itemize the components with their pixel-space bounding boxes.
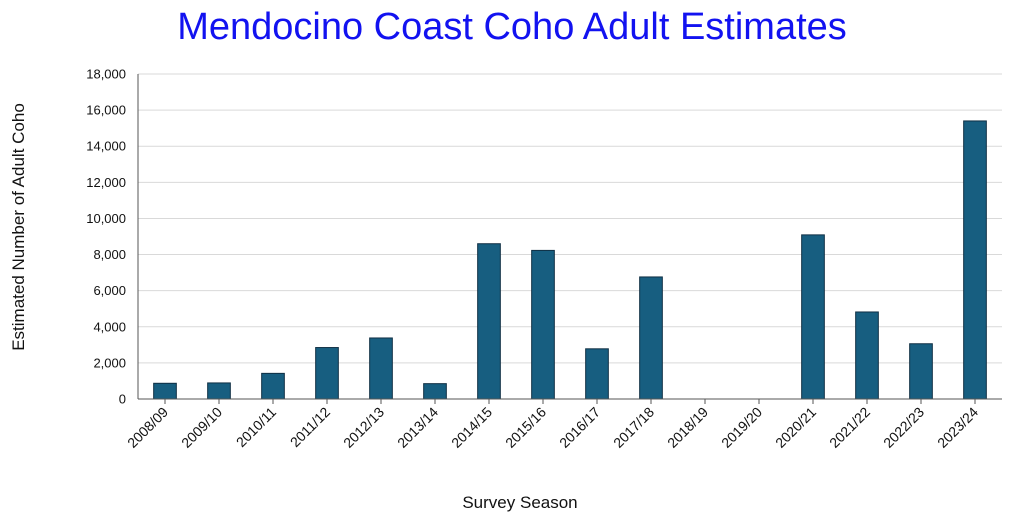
y-tick-label: 12,000 (86, 175, 126, 190)
y-tick-label: 18,000 (86, 67, 126, 82)
y-tick-label: 14,000 (86, 139, 126, 154)
y-axis-title: Estimated Number of Adult Coho (9, 103, 28, 351)
bar-2016-17 (585, 348, 609, 400)
x-tick-label: 2020/21 (772, 404, 819, 451)
bars (153, 120, 987, 400)
x-axis-title: Survey Season (462, 493, 577, 512)
bar-2008-09 (153, 382, 177, 400)
bar-2022-23 (909, 343, 933, 400)
y-tick-label: 2,000 (93, 355, 126, 370)
bar-2023-24 (963, 120, 987, 400)
bar-2013-14 (423, 383, 447, 400)
x-tick-label: 2013/14 (394, 404, 441, 451)
x-tick-label: 2019/20 (718, 404, 765, 451)
x-tick-label: 2014/15 (448, 404, 495, 451)
gridlines (138, 73, 1002, 364)
x-tick-label: 2018/19 (664, 404, 711, 451)
bar-2014-15 (477, 243, 501, 400)
x-tick-label: 2022/23 (880, 404, 927, 451)
bar-2020-21 (801, 234, 825, 400)
x-tick-label: 2011/12 (287, 404, 334, 451)
bar-2015-16 (531, 249, 555, 400)
y-tick-label: 16,000 (86, 103, 126, 118)
x-tick-label: 2012/13 (340, 404, 387, 451)
bar-2017-18 (639, 276, 663, 400)
y-tick-label: 6,000 (93, 283, 126, 298)
y-tick-label: 8,000 (93, 247, 126, 262)
bar-2012-13 (369, 337, 393, 400)
bar-2010-11 (261, 372, 285, 400)
bar-2011-12 (315, 347, 339, 400)
bar-2021-22 (855, 311, 879, 400)
x-tick-label: 2016/17 (556, 404, 603, 451)
y-tick-label: 10,000 (86, 211, 126, 226)
bar-2009-10 (207, 382, 231, 400)
x-tick-label: 2017/18 (610, 404, 657, 451)
x-axis-ticks: 2008/09 2009/10 2010/11 2011/12 2012/13 2013/… (124, 399, 981, 451)
x-tick-label: 2010/11 (233, 404, 280, 451)
x-tick-label: 2021/22 (826, 404, 873, 451)
y-tick-label: 0 (119, 392, 126, 407)
y-axis-ticks: 0 2,000 4,000 6,000 8,000 10,000 12,000 14,000 1… (86, 67, 126, 407)
chart-title: Mendocino Coast Coho Adult Estimates (177, 6, 847, 48)
x-tick-label: 2015/16 (502, 404, 549, 451)
x-tick-label: 2008/09 (124, 404, 171, 451)
y-tick-label: 4,000 (93, 319, 126, 334)
x-tick-label: 2023/24 (934, 404, 981, 451)
x-tick-label: 2009/10 (178, 404, 225, 451)
